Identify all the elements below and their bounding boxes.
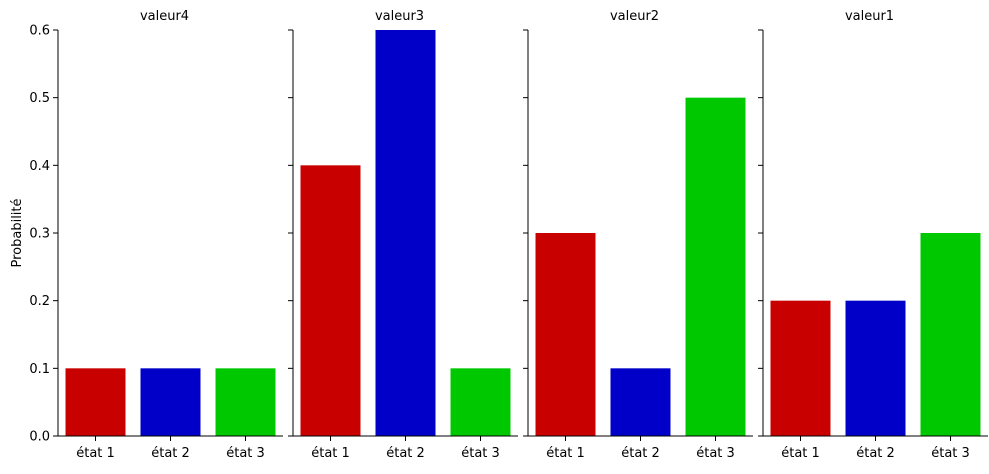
x-tick-label: état 1 [546, 446, 585, 461]
x-tick-label: état 2 [856, 446, 895, 461]
bar-valeur3-1 [300, 165, 361, 436]
bar-valeur2-1 [535, 233, 596, 436]
y-tick-label: 0.2 [29, 294, 50, 309]
x-tick-label: état 2 [621, 446, 660, 461]
bar-valeur2-2 [610, 368, 671, 436]
x-tick-label: état 3 [461, 446, 500, 461]
bar-valeur1-2 [845, 300, 906, 436]
x-tick-label: état 1 [76, 446, 115, 461]
panel-title: valeur1 [845, 9, 894, 24]
bar-valeur4-1 [65, 368, 126, 436]
y-tick-label: 0.4 [29, 159, 50, 174]
panel-title: valeur3 [375, 9, 424, 24]
y-tick-label: 0.5 [29, 91, 50, 106]
panel-title: valeur2 [610, 9, 659, 24]
bar-valeur4-2 [140, 368, 201, 436]
bar-valeur4-3 [215, 368, 276, 436]
x-tick-label: état 1 [781, 446, 820, 461]
x-tick-label: état 3 [931, 446, 970, 461]
panel-title: valeur4 [140, 9, 189, 24]
bar-valeur1-3 [920, 233, 981, 436]
x-tick-label: état 3 [226, 446, 265, 461]
y-tick-label: 0.3 [29, 227, 50, 242]
y-tick-label: 0.6 [29, 24, 50, 39]
x-tick-label: état 3 [696, 446, 735, 461]
bar-valeur1-1 [770, 300, 831, 436]
y-axis-label: Probabilité [10, 198, 25, 267]
x-tick-label: état 1 [311, 446, 350, 461]
bar-valeur3-2 [375, 30, 436, 436]
x-tick-label: état 2 [151, 446, 190, 461]
y-tick-label: 0.0 [29, 430, 50, 445]
bar-valeur2-3 [685, 97, 746, 437]
y-tick-label: 0.1 [29, 362, 50, 377]
bar-valeur3-3 [450, 368, 511, 436]
x-tick-label: état 2 [386, 446, 425, 461]
